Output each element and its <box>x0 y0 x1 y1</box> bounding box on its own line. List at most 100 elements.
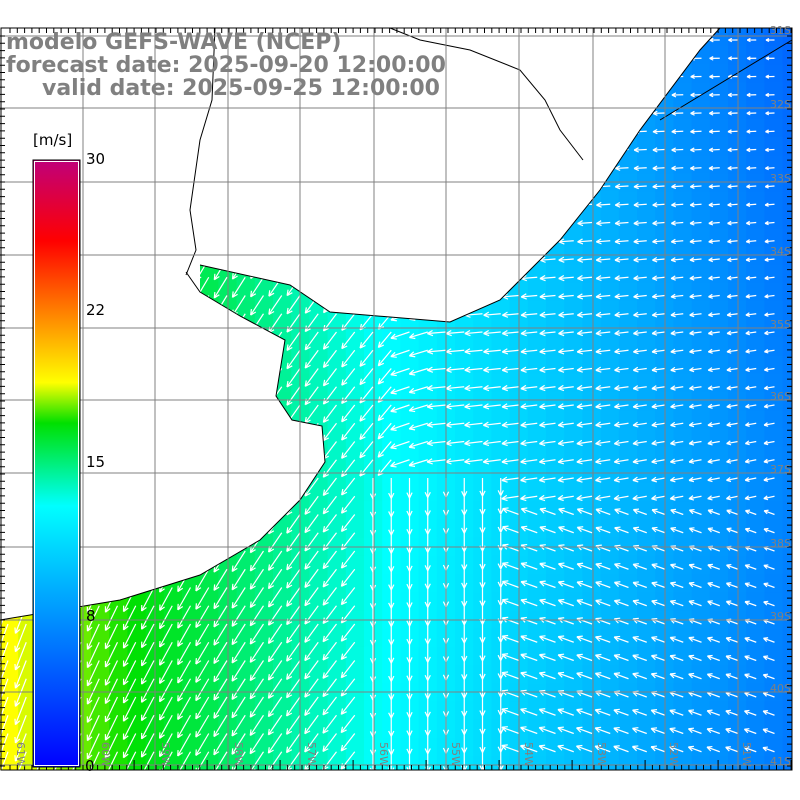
wind-arrow <box>652 238 666 245</box>
wind-arrow <box>122 641 137 667</box>
wind-arrow <box>286 660 301 680</box>
wind-arrow <box>446 201 465 209</box>
wind-arrow <box>141 185 155 210</box>
wind-arrow <box>689 238 702 244</box>
speed-cell <box>200 428 219 448</box>
speed-cell <box>637 64 656 84</box>
wind-arrow <box>14 660 27 689</box>
wind-arrow <box>688 440 702 446</box>
speed-cell <box>254 737 274 757</box>
speed-cell <box>345 628 365 648</box>
wind-arrow <box>540 128 556 135</box>
wind-arrow <box>633 311 647 318</box>
speed-cell <box>455 301 474 320</box>
wind-arrow <box>577 92 593 98</box>
wind-arrow <box>213 459 228 482</box>
speed-cell <box>637 501 656 520</box>
speed-cell <box>473 355 492 375</box>
speed-cell <box>273 464 292 484</box>
wind-arrow <box>690 129 702 135</box>
wind-arrow <box>104 313 119 339</box>
wind-arrow <box>159 240 173 264</box>
speed-cell <box>473 373 492 393</box>
wind-arrow <box>746 37 757 43</box>
wind-arrow <box>286 149 301 169</box>
wind-arrow <box>671 220 684 226</box>
speed-cell <box>527 191 547 211</box>
wind-arrow <box>520 421 538 428</box>
speed-cell <box>527 464 547 484</box>
speed-cell <box>400 28 420 47</box>
wind-arrow <box>690 147 702 153</box>
latitude-label: 41S <box>770 755 791 768</box>
wind-arrow <box>446 91 465 99</box>
wind-arrow <box>501 598 520 607</box>
wind-arrow <box>14 131 27 160</box>
speed-cell <box>637 301 656 320</box>
wind-arrow <box>195 605 210 629</box>
speed-cell <box>618 173 638 193</box>
colorbar-tick: 30 <box>86 150 106 168</box>
wind-arrow <box>14 404 27 434</box>
wind-arrow <box>615 165 629 172</box>
wind-arrow <box>577 275 593 282</box>
wind-arrow <box>177 696 192 720</box>
wind-arrow <box>558 311 574 318</box>
wind-arrow <box>177 258 192 282</box>
wind-arrow <box>653 55 666 61</box>
wind-arrow <box>688 508 702 516</box>
wind-arrow <box>690 92 702 98</box>
wind-arrow <box>359 404 374 422</box>
wind-arrow <box>576 348 593 355</box>
wind-arrow <box>446 165 465 172</box>
speed-cell <box>746 191 765 211</box>
wind-arrow <box>464 458 483 465</box>
speed-cell <box>345 392 365 411</box>
speed-cell <box>400 428 420 448</box>
speed-cell <box>254 446 274 466</box>
speed-cell <box>600 264 620 284</box>
speed-cell <box>782 246 792 266</box>
speed-cell <box>782 337 792 357</box>
wind-arrow <box>159 295 173 319</box>
wind-arrow <box>633 293 647 300</box>
speed-cell <box>254 428 274 448</box>
speed-cell <box>91 501 110 520</box>
speed-cell <box>455 282 474 302</box>
speed-cell <box>182 373 201 393</box>
wind-arrow <box>177 550 192 574</box>
wind-arrow <box>141 313 155 338</box>
speed-cell <box>527 64 547 84</box>
wind-arrow <box>104 441 119 467</box>
wind-arrow <box>650 709 666 716</box>
speed-cell <box>455 100 474 120</box>
wind-arrow <box>123 130 137 156</box>
wind-arrow <box>14 331 27 361</box>
speed-cell <box>273 555 292 575</box>
wind-arrow <box>123 276 137 302</box>
wind-arrow <box>651 563 666 570</box>
speed-cell <box>236 464 256 484</box>
longitude-label: 56W <box>377 742 390 767</box>
wind-arrow <box>596 92 611 98</box>
speed-cell <box>618 501 638 520</box>
wind-arrow <box>231 386 246 408</box>
wind-arrow <box>322 568 337 588</box>
wind-arrow <box>159 276 173 301</box>
wind-arrow <box>746 184 757 189</box>
wind-arrow <box>377 368 392 385</box>
wind-arrow <box>86 258 100 285</box>
wind-arrow <box>249 714 265 736</box>
speed-cell <box>254 683 274 702</box>
wind-arrow <box>304 495 319 515</box>
speed-cell <box>691 701 711 721</box>
speed-cell <box>400 119 420 138</box>
wind-arrow <box>576 403 593 410</box>
speed-cell <box>163 501 183 520</box>
speed-cell <box>236 683 256 702</box>
speed-cell <box>709 46 729 65</box>
speed-cell <box>764 665 784 684</box>
wind-arrow <box>650 672 666 680</box>
wind-arrow <box>764 166 775 171</box>
wind-arrow <box>104 404 119 431</box>
